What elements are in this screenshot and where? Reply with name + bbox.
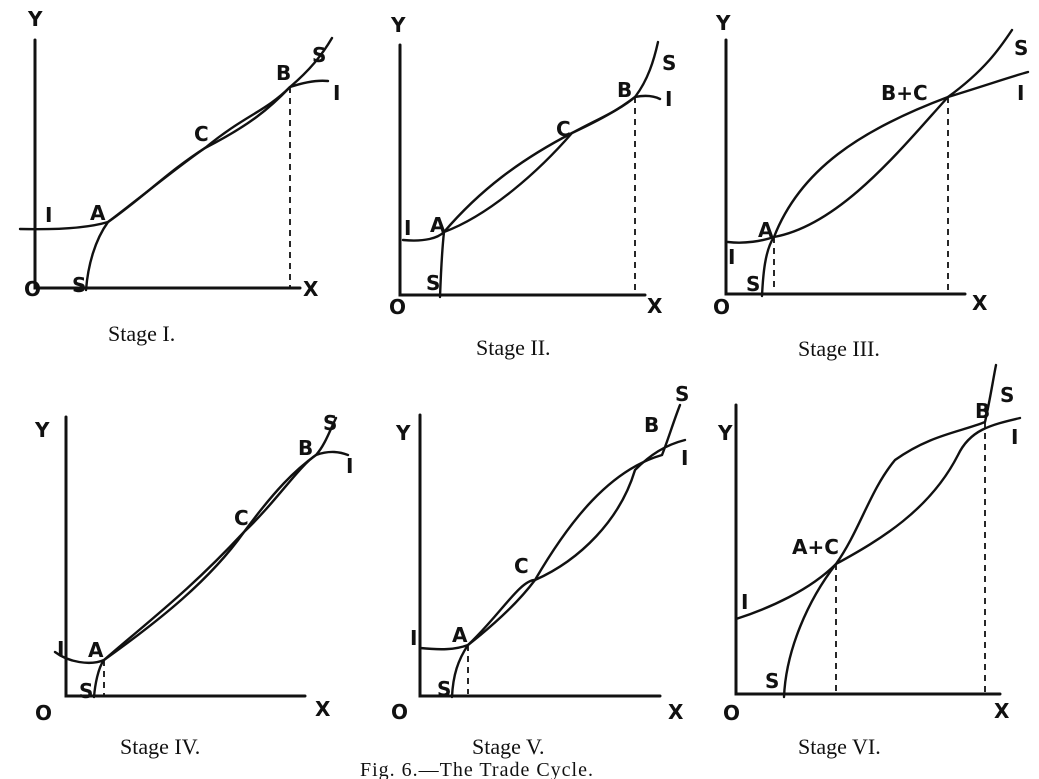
x-axis-label: X <box>972 291 988 315</box>
s-curve-label-start: S <box>746 272 760 296</box>
y-axis <box>418 413 662 698</box>
s-curve-label-start: S <box>426 271 440 295</box>
i-curve-label-start: I <box>45 203 52 227</box>
s-curve <box>92 416 338 699</box>
x-axis-label: X <box>647 294 663 318</box>
y-axis <box>724 38 967 296</box>
i-curve <box>53 450 350 664</box>
panel-caption: Stage I. <box>108 321 175 346</box>
x-axis-label: X <box>994 699 1010 723</box>
y-axis <box>64 415 307 698</box>
i-curve <box>726 70 1030 244</box>
x-axis-label: X <box>668 700 684 724</box>
i-curve-label-start: I <box>410 626 417 650</box>
y-axis <box>398 43 647 297</box>
panel-stage-4: Y X O I I S S A C B Stage IV. <box>34 411 353 759</box>
point-ac-label: A+C <box>792 535 839 559</box>
y-axis <box>33 38 302 290</box>
s-curve-label-end: S <box>662 51 676 75</box>
y-axis-label: Y <box>715 11 731 35</box>
point-b-label: B <box>276 61 291 85</box>
s-curve-label-end: S <box>323 411 337 435</box>
s-curve-label-start: S <box>72 273 86 297</box>
origin-label: O <box>389 295 406 319</box>
origin-label: O <box>713 295 730 319</box>
s-curve-label-start: S <box>437 677 451 701</box>
point-a-label: A <box>88 638 104 662</box>
panel-caption: Stage V. <box>472 734 545 759</box>
origin-label: O <box>24 277 41 301</box>
i-curve-label-end: I <box>333 81 340 105</box>
point-a-label: A <box>452 623 468 647</box>
y-axis <box>734 403 1002 696</box>
panel-caption: Stage VI. <box>798 734 881 759</box>
i-curve-label-start: I <box>57 637 64 661</box>
x-axis-label: X <box>303 277 319 301</box>
point-bc-label: B+C <box>881 81 928 105</box>
point-b-label: B <box>644 413 659 437</box>
origin-label: O <box>391 700 408 724</box>
i-curve <box>18 79 330 231</box>
i-curve-label-end: I <box>1017 81 1024 105</box>
point-c-label: C <box>514 554 529 578</box>
panel-caption: Stage II. <box>476 335 551 360</box>
point-c-label: C <box>556 117 571 141</box>
i-curve <box>418 438 687 651</box>
point-c-label: C <box>194 122 209 146</box>
s-curve <box>782 363 998 699</box>
i-curve-label-start: I <box>404 216 411 240</box>
point-a-label: A <box>90 201 106 225</box>
s-curve <box>450 403 682 699</box>
s-curve-label-end: S <box>675 382 689 406</box>
y-axis-label: Y <box>717 421 733 445</box>
s-curve <box>760 28 1014 298</box>
x-axis-label: X <box>315 697 331 721</box>
panel-caption: Stage III. <box>798 336 880 361</box>
point-b-label: B <box>975 399 990 423</box>
i-curve-label-end: I <box>346 454 353 478</box>
point-a-label: A <box>758 218 774 242</box>
origin-label: O <box>35 701 52 725</box>
i-curve-label-start: I <box>728 245 735 269</box>
i-curve-label-end: I <box>681 446 688 470</box>
y-axis-label: Y <box>34 418 50 442</box>
i-curve-label-start: I <box>741 590 748 614</box>
s-curve-label-end: S <box>312 43 326 67</box>
panel-stage-6: Y X O I I S S A+C B Stage VI. <box>717 363 1022 759</box>
i-curve-label-end: I <box>1011 425 1018 449</box>
panel-stage-5: Y X O I I S S A C B Stage V. <box>391 382 689 759</box>
s-curve-label-start: S <box>79 679 93 703</box>
s-curve <box>84 36 334 292</box>
s-curve <box>438 40 660 299</box>
point-c-label: C <box>234 506 249 530</box>
i-curve <box>734 416 1022 621</box>
point-a-label: A <box>430 213 446 237</box>
i-curve-label-end: I <box>665 87 672 111</box>
y-axis-label: Y <box>390 13 406 37</box>
figure-caption: Fig. 6.—The Trade Cycle. <box>360 759 594 779</box>
s-curve-label-start: S <box>765 669 779 693</box>
s-curve-label-end: S <box>1014 36 1028 60</box>
panel-caption: Stage IV. <box>120 734 200 759</box>
y-axis-label: Y <box>27 7 43 31</box>
point-b-label: B <box>617 78 632 102</box>
i-curve <box>401 94 662 242</box>
point-b-label: B <box>298 436 313 460</box>
panel-stage-1: Y X O I I S S A C B Stage I. <box>18 7 340 346</box>
s-curve-label-end: S <box>1000 383 1014 407</box>
panel-stage-2: Y X O I I S S A C B Stage II. <box>389 13 676 360</box>
panel-stage-3: Y X O I I S S A B+C Stage III. <box>713 11 1030 361</box>
y-axis-label: Y <box>395 421 411 445</box>
origin-label: O <box>723 701 740 725</box>
